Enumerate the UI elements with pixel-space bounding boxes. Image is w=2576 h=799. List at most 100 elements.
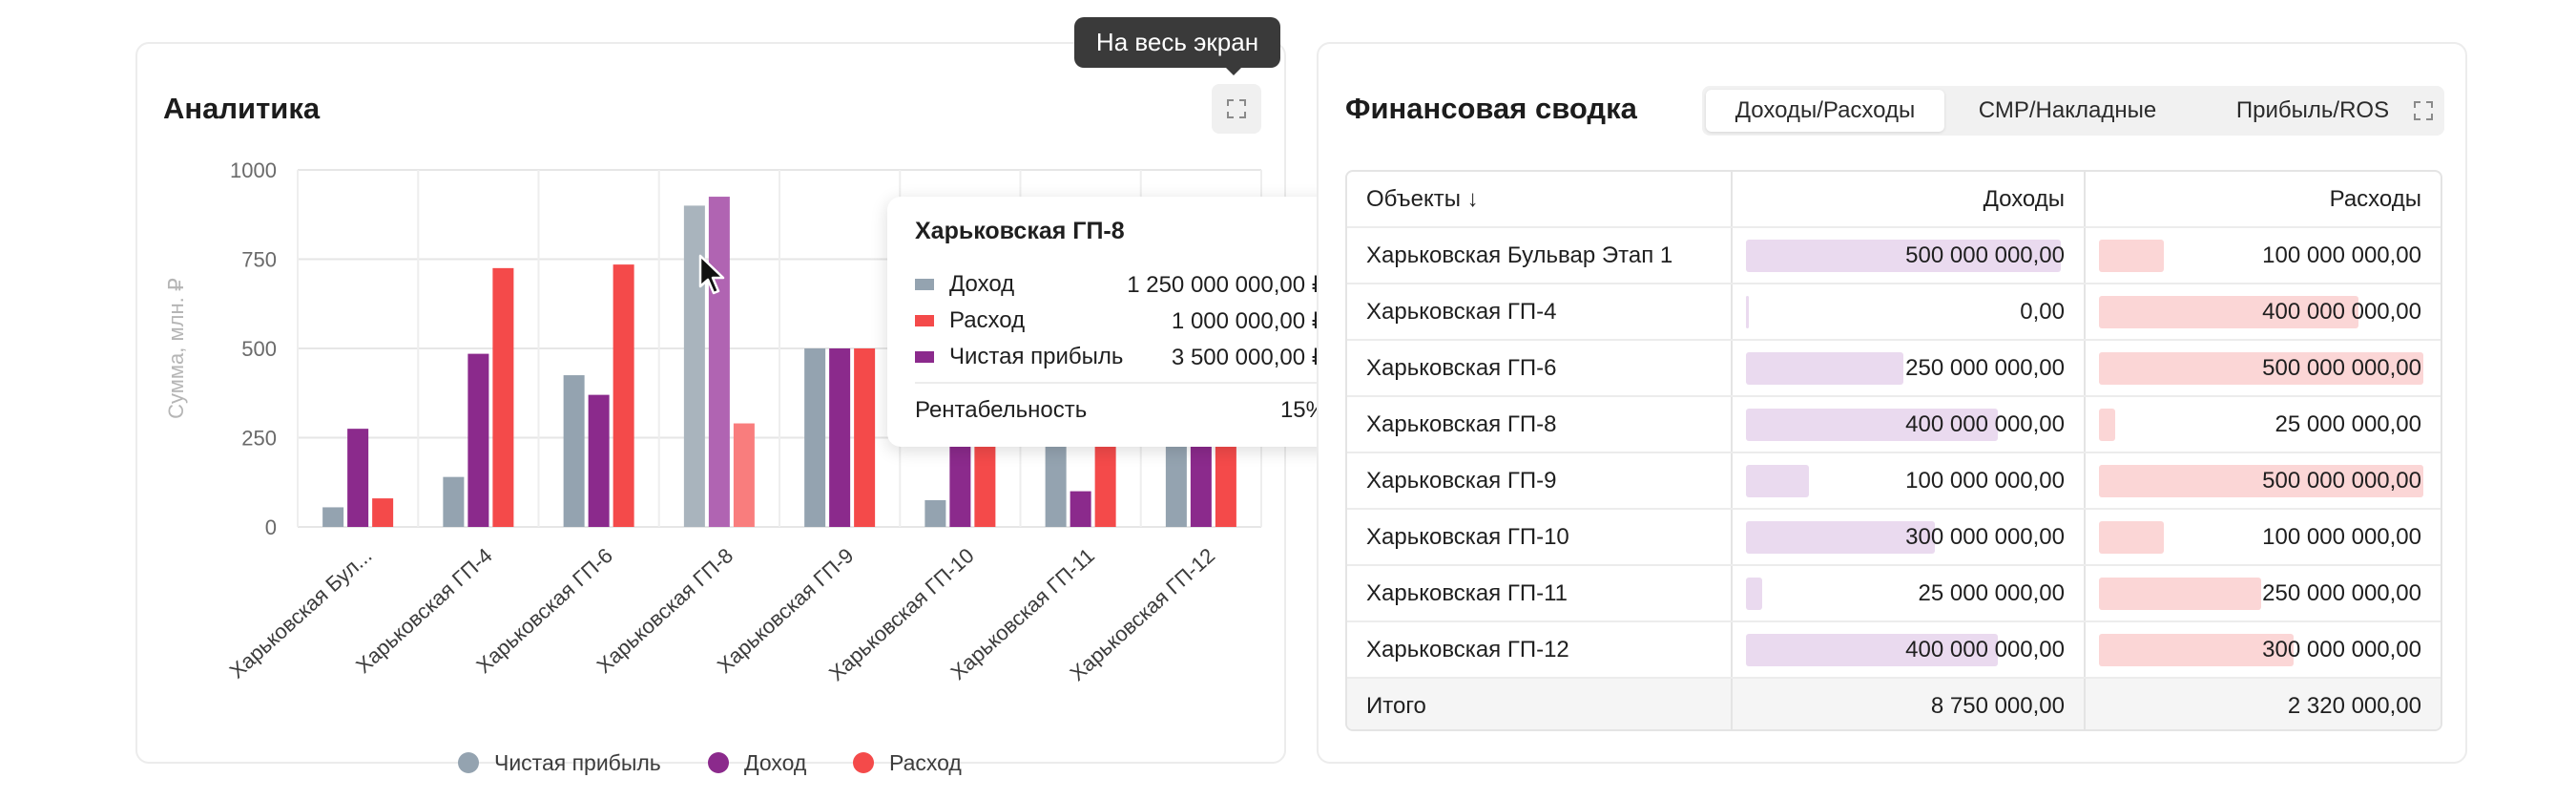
- column-header-expense[interactable]: Расходы: [2329, 186, 2421, 212]
- hover-rent-row: Рентабельность 15%: [915, 393, 1326, 428]
- table-row[interactable]: Харьковская ГП-6 250 000 000,00 500 000 00…: [1347, 341, 2441, 397]
- expense-bar: [2099, 409, 2115, 441]
- bar-Доход: [708, 197, 730, 528]
- expense-value: 300 000 000,00: [2262, 637, 2421, 662]
- cell-object: Харьковская ГП-11: [1347, 566, 1733, 620]
- expense-bar: [2099, 634, 2294, 666]
- cell-object: Харьковская ГП-10: [1347, 510, 1733, 564]
- y-tick-label: 500: [241, 337, 277, 361]
- cursor-icon: [698, 254, 725, 295]
- y-tick-label: 750: [241, 248, 277, 272]
- bar-Чистая прибыль: [924, 499, 946, 527]
- bar-Доход: [1190, 423, 1212, 527]
- expense-value: 250 000 000,00: [2262, 580, 2421, 606]
- table-row[interactable]: Харьковская ГП-10 300 000 000,00 100 000 0…: [1347, 510, 2441, 566]
- hover-row: Доход 1 250 000 000,00 ₽: [915, 267, 1326, 302]
- hover-row: Расход 1 000 000,00 ₽: [915, 304, 1326, 338]
- fullscreen-tooltip-arrow: [1225, 67, 1242, 75]
- income-value: 100 000 000,00: [1905, 468, 2065, 494]
- cell-expense: 100 000 000,00: [2086, 228, 2441, 283]
- expense-value: 100 000 000,00: [2262, 242, 2421, 268]
- finance-card: Финансовая сводка Доходы/Расходы СМР/Нак…: [1317, 42, 2467, 764]
- cell-expense: 500 000 000,00: [2086, 453, 2441, 508]
- bar-Расход: [613, 264, 634, 527]
- bar-Доход: [1070, 491, 1091, 527]
- hover-row-value: 3 500 000,00 ₽: [1171, 345, 1326, 370]
- cell-expense: 500 000 000,00: [2086, 341, 2441, 395]
- income-bar: [1746, 634, 1998, 666]
- analytics-card: Аналитика 0 250 500 750 1000 Сумма, млн. ₽ Хар…: [135, 42, 1353, 775]
- y-axis-label: Сумма, млн. ₽: [164, 278, 188, 419]
- hover-row: Чистая прибыль 3 500 000,00 ₽: [915, 340, 1326, 374]
- income-value: 300 000 000,00: [1905, 524, 2065, 550]
- table-header-row: Объекты ↓ Доходы Расходы: [1347, 172, 2441, 228]
- cell-income: 250 000 000,00: [1733, 341, 2086, 395]
- legend-dot: [853, 752, 874, 773]
- income-value: 500 000 000,00: [1905, 242, 2065, 268]
- bar-Чистая прибыль: [322, 507, 344, 527]
- cell-expense: 25 000 000,00: [2086, 397, 2441, 452]
- total-label: Итого: [1347, 679, 1733, 729]
- bar-Доход: [347, 429, 369, 527]
- cell-object: Харьковская ГП-4: [1347, 284, 1733, 339]
- table-row[interactable]: Харьковская Бульвар Этап 1 500 000 000,00…: [1347, 228, 2441, 284]
- hover-swatch: [915, 315, 934, 326]
- income-bar: [1746, 521, 1935, 554]
- income-bar: [1746, 409, 1998, 441]
- hover-row-value: 1 000 000,00 ₽: [1171, 308, 1326, 334]
- cell-object: Харьковская ГП-12: [1347, 622, 1733, 677]
- bar-Доход: [467, 353, 489, 527]
- income-value: 400 000 000,00: [1905, 637, 2065, 662]
- cell-income: 100 000 000,00: [1733, 453, 2086, 508]
- hover-row-label: Доход: [949, 271, 1015, 297]
- column-header-income[interactable]: Доходы: [1733, 172, 2086, 226]
- income-bar: [1746, 465, 1809, 497]
- finance-table: Объекты ↓ Доходы Расходы Харьковская Бул…: [1345, 170, 2442, 731]
- total-income: 8 750 000,00: [1733, 679, 2086, 729]
- bar-Расход: [492, 267, 514, 527]
- bar-Расход: [733, 423, 755, 527]
- expense-value: 400 000 000,00: [2262, 299, 2421, 325]
- expense-value: 500 000 000,00: [2262, 355, 2421, 381]
- expense-bar: [2099, 296, 2358, 328]
- analytics-expand-button[interactable]: [1212, 84, 1261, 134]
- bar-Расход: [1215, 437, 1236, 527]
- table-row[interactable]: Харьковская ГП-11 25 000 000,00 250 000 00…: [1347, 566, 2441, 622]
- expense-value: 100 000 000,00: [2262, 524, 2421, 550]
- cell-income: 300 000 000,00: [1733, 510, 2086, 564]
- table-row[interactable]: Харьковская ГП-4 0,00 400 000 000,00: [1347, 284, 2441, 341]
- tab-profit-ros[interactable]: Прибыль/ROS: [2235, 97, 2390, 123]
- hover-rent-label: Рентабельность: [915, 397, 1088, 423]
- finance-expand-button[interactable]: [2399, 86, 2448, 136]
- bar-Расход: [854, 348, 876, 527]
- hover-title: Харьковская ГП-8: [915, 218, 1125, 244]
- income-bar: [1746, 352, 1903, 385]
- hover-swatch: [915, 279, 934, 290]
- column-header-objects[interactable]: Объекты ↓: [1347, 172, 1733, 226]
- tab-income-expense[interactable]: Доходы/Расходы: [1706, 90, 1944, 132]
- y-tick-label: 1000: [230, 158, 277, 182]
- cell-object: Харьковская ГП-6: [1347, 341, 1733, 395]
- y-tick-label: 250: [241, 427, 277, 451]
- income-value: 250 000 000,00: [1905, 355, 2065, 381]
- tab-smr-overhead[interactable]: СМР/Накладные: [1978, 97, 2157, 123]
- hover-row-label: Чистая прибыль: [949, 344, 1124, 369]
- bar-Расход: [372, 498, 394, 527]
- expense-value: 25 000 000,00: [2275, 411, 2421, 437]
- finance-title: Финансовая сводка: [1345, 92, 1637, 125]
- expense-bar: [2099, 578, 2261, 610]
- cell-expense: 400 000 000,00: [2086, 284, 2441, 339]
- cell-expense: 100 000 000,00: [2086, 510, 2441, 564]
- total-income-value: 8 750 000,00: [1930, 693, 2065, 719]
- table-row[interactable]: Харьковская ГП-9 100 000 000,00 500 000 00…: [1347, 453, 2441, 510]
- expand-icon: [1227, 99, 1246, 118]
- table-row[interactable]: Харьковская ГП-8 400 000 000,00 25 000 000…: [1347, 397, 2441, 453]
- table-row[interactable]: Харьковская ГП-12 400 000 000,00 300 000 0…: [1347, 622, 2441, 679]
- cell-object: Харьковская ГП-8: [1347, 397, 1733, 452]
- cell-income: 0,00: [1733, 284, 2086, 339]
- hover-row-label: Расход: [949, 307, 1026, 333]
- finance-tabs: Доходы/Расходы СМР/Накладные Прибыль/ROS: [1702, 86, 2444, 136]
- cell-expense: 300 000 000,00: [2086, 622, 2441, 677]
- table-total-row: Итого 8 750 000,00 2 320 000,00: [1347, 679, 2441, 729]
- cell-object: Харьковская Бульвар Этап 1: [1347, 228, 1733, 283]
